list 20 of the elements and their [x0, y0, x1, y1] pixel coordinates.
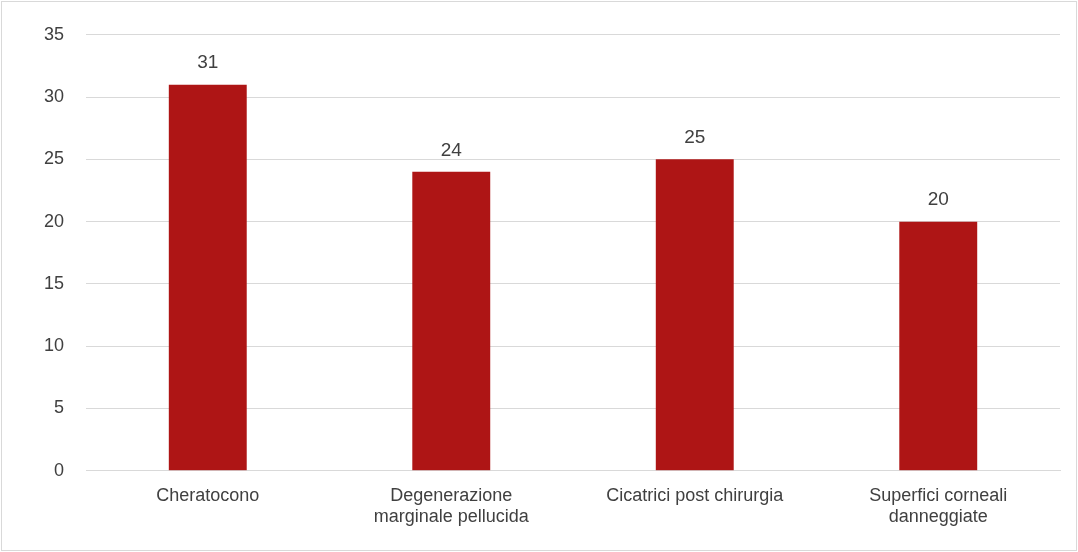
y-tick-label: 5	[54, 397, 65, 418]
y-tick-label: 30	[43, 86, 65, 107]
data-label: 24	[440, 138, 463, 160]
x-tick-label: Cicatrici post chirurgia	[606, 484, 785, 505]
y-tick-label: 25	[43, 148, 65, 169]
bar	[655, 159, 734, 471]
y-tick-label: 35	[43, 23, 65, 44]
y-tick-label: 20	[43, 210, 65, 231]
y-tick-label: 10	[43, 335, 65, 356]
x-tick-label: Degenerazione marginale pellucida	[373, 484, 530, 527]
y-tick-label: 0	[54, 459, 65, 480]
data-label: 20	[927, 188, 949, 210]
bar	[168, 84, 247, 471]
data-label: 31	[197, 51, 219, 73]
bar	[412, 171, 491, 471]
x-tick-label: Cheratocono	[156, 484, 260, 505]
bar	[899, 221, 978, 471]
x-tick-label: Superfici corneali danneggiate	[869, 484, 1008, 527]
y-tick-label: 15	[43, 272, 65, 293]
data-label: 25	[684, 126, 706, 148]
